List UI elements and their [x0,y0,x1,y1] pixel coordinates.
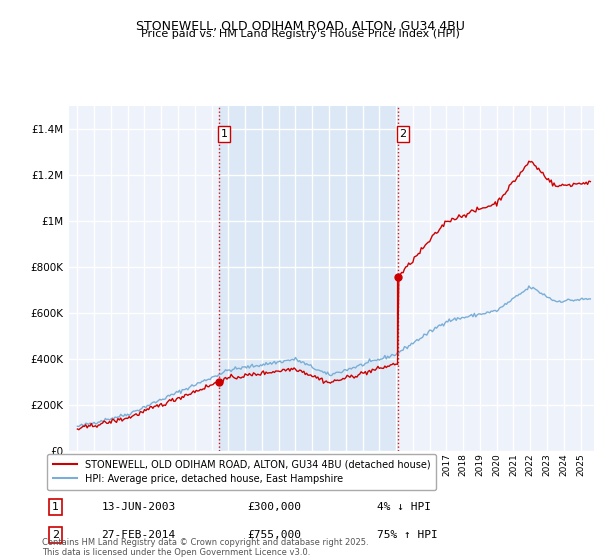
Text: 13-JUN-2003: 13-JUN-2003 [101,502,176,512]
Text: 1: 1 [52,502,59,512]
Text: 2: 2 [52,530,59,540]
Text: £300,000: £300,000 [247,502,301,512]
Text: 1: 1 [221,129,227,139]
Bar [219,106,398,451]
Text: 27-FEB-2014: 27-FEB-2014 [101,530,176,540]
Text: 4% ↓ HPI: 4% ↓ HPI [377,502,431,512]
Text: 75% ↑ HPI: 75% ↑ HPI [377,530,437,540]
Text: STONEWELL, OLD ODIHAM ROAD, ALTON, GU34 4BU: STONEWELL, OLD ODIHAM ROAD, ALTON, GU34 … [136,20,464,32]
Text: Price paid vs. HM Land Registry's House Price Index (HPI): Price paid vs. HM Land Registry's House … [140,29,460,39]
Text: £755,000: £755,000 [247,530,301,540]
Text: Contains HM Land Registry data © Crown copyright and database right 2025.
This d: Contains HM Land Registry data © Crown c… [42,538,368,557]
Legend: STONEWELL, OLD ODIHAM ROAD, ALTON, GU34 4BU (detached house), HPI: Average price: STONEWELL, OLD ODIHAM ROAD, ALTON, GU34 … [47,454,436,489]
Text: 2: 2 [400,129,407,139]
